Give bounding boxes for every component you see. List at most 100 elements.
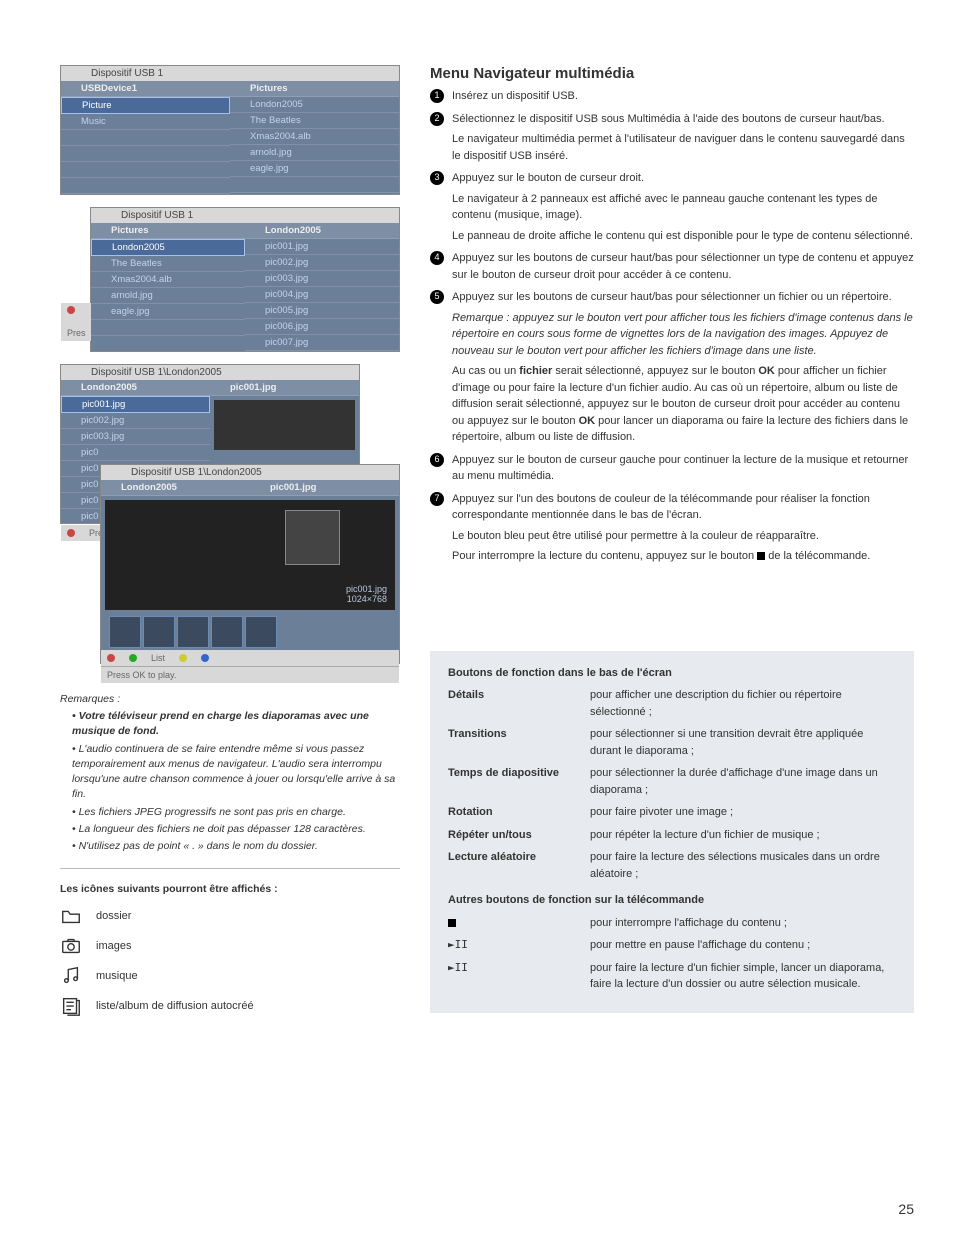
pane-row: pic004.jpg [245, 287, 399, 303]
pane-head: USBDevice1 [61, 81, 230, 97]
step-text: Pour interrompre la lecture du contenu, … [452, 548, 914, 565]
step-row: 1 Insérez un dispositif USB. [430, 88, 914, 109]
pane-head: London2005 [245, 223, 399, 239]
mini-thumbs [101, 614, 399, 650]
pane-row: pic002.jpg [245, 255, 399, 271]
pane-row: pic002.jpg [61, 413, 210, 429]
icon-label: musique [96, 970, 138, 982]
step-number-icon: 1 [430, 89, 444, 103]
pane-row: pic003.jpg [61, 429, 210, 445]
pane-row: The Beatles [230, 113, 399, 129]
pane-head: London2005 [101, 480, 250, 496]
step-text: Remarque : appuyez sur le bouton vert po… [452, 310, 914, 360]
camera-icon [60, 935, 82, 957]
step-text: Le navigateur à 2 panneaux est affiché a… [452, 191, 914, 224]
screenshot-title: Dispositif USB 1\London2005 [101, 465, 399, 480]
folder-icon [60, 905, 82, 927]
func-desc: pour répéter la lecture d'un fichier de … [590, 827, 896, 844]
func-symbol [448, 915, 576, 932]
func-symbol: ►II [448, 960, 576, 993]
step-number-icon: 2 [430, 112, 444, 126]
playlist-icon [60, 995, 82, 1017]
func-desc: pour faire la lecture d'un fichier simpl… [590, 960, 896, 993]
func-label: Répéter un/tous [448, 827, 576, 844]
remarque-item: • L'audio continuera de se faire entendr… [72, 742, 400, 803]
preview-size: 1024×768 [346, 594, 387, 604]
func-row: Transitions pour sélectionner si une tran… [448, 726, 896, 759]
step-text: Appuyez sur les boutons de curseur haut/… [452, 250, 914, 283]
func-label: Temps de diapositive [448, 765, 576, 798]
pane-row: Xmas2004.alb [91, 272, 245, 288]
screenshot-4: Dispositif USB 1\London2005 London2005 p… [100, 464, 400, 664]
func-row: ►II pour mettre en pause l'affichage du c… [448, 937, 896, 954]
step-body: Appuyez sur le bouton de curseur droit. L… [452, 170, 914, 248]
dot-green-icon [129, 654, 137, 662]
step-text: Au cas ou un fichier serait sélectionné,… [452, 363, 914, 446]
func-row: Temps de diapositive pour sélectionner la… [448, 765, 896, 798]
dot-red-icon [67, 529, 75, 537]
screenshot-title: Dispositif USB 1 [91, 208, 399, 223]
pane-row: pic0 [61, 445, 210, 461]
step-text: Le panneau de droite affiche le contenu … [452, 228, 914, 245]
pane-row: The Beatles [91, 256, 245, 272]
pane-row: Xmas2004.alb [230, 129, 399, 145]
func-desc: pour sélectionner si une transition devr… [590, 726, 896, 759]
func-row: Détailspour afficher une description du … [448, 687, 896, 720]
stop-icon [448, 919, 456, 927]
footer-list: List [151, 653, 165, 663]
footer-text: Pres [67, 328, 86, 338]
stop-icon [757, 552, 765, 560]
playpause-icon: ►II [448, 961, 468, 974]
footer-text: Press OK to play. [107, 670, 176, 680]
pane-row: eagle.jpg [230, 161, 399, 177]
step-number-icon: 7 [430, 492, 444, 506]
screenshot-title: Dispositif USB 1\London2005 [61, 365, 359, 380]
func-heading-2: Autres boutons de fonction sur la téléco… [448, 892, 896, 909]
step-text: Sélectionnez le dispositif USB sous Mult… [452, 111, 914, 128]
pane-row: pic006.jpg [245, 319, 399, 335]
step-text: Appuyez sur le bouton de curseur droit. [452, 170, 914, 187]
step-row: 6Appuyez sur le bouton de curseur gauche… [430, 452, 914, 489]
pane-head: pic001.jpg [250, 480, 399, 496]
func-desc: pour sélectionner la durée d'affichage d… [590, 765, 896, 798]
func-label: Détails [448, 687, 576, 720]
remarques-section: Remarques : • Votre téléviseur prend en … [60, 692, 400, 854]
step-body: Insérez un dispositif USB. [452, 88, 578, 109]
pane-row: London2005 [91, 239, 245, 256]
pane-row: pic007.jpg [245, 335, 399, 351]
func-desc: pour mettre en pause l'affichage du cont… [590, 937, 896, 954]
pane-row: Picture [61, 97, 230, 114]
func-label: Lecture aléatoire [448, 849, 576, 882]
pane-row: arnold.jpg [230, 145, 399, 161]
pane-head: Pictures [230, 81, 399, 97]
pane-head: Pictures [91, 223, 245, 239]
pane-row: eagle.jpg [91, 304, 245, 320]
func-symbol: ►II [448, 937, 576, 954]
function-box: Boutons de fonction dans le bas de l'écr… [430, 651, 914, 1013]
icons-title: Les icônes suivants pourront être affich… [60, 883, 400, 895]
step-number-icon: 4 [430, 251, 444, 265]
remarque-item: • N'utilisez pas de point « . » dans le … [72, 839, 400, 854]
music-note-icon [60, 965, 82, 987]
pane-row: pic001.jpg [245, 239, 399, 255]
preview-name: pic001.jpg [346, 584, 387, 594]
func-row: Lecture aléatoirepour faire la lecture d… [448, 849, 896, 882]
screenshot-1: Dispositif USB 1 USBDevice1 Picture Musi… [60, 65, 400, 195]
func-label: Transitions [448, 726, 576, 759]
pane-head: pic001.jpg [210, 380, 359, 396]
func-desc: pour faire pivoter une image ; [590, 804, 896, 821]
func-row: ►II pour faire la lecture d'un fichier si… [448, 960, 896, 993]
step-number-icon: 3 [430, 171, 444, 185]
icon-label: dossier [96, 910, 131, 922]
func-row: pour interrompre l'affichage du contenu … [448, 915, 896, 932]
remarque-item: • La longueur des fichiers ne doit pas d… [72, 822, 400, 837]
pane-row: arnold.jpg [91, 288, 245, 304]
step-row: 5Appuyez sur les boutons de curseur haut… [430, 289, 914, 450]
preview-thumb [285, 510, 340, 565]
func-heading-1: Boutons de fonction dans le bas de l'écr… [448, 665, 896, 682]
step-body: Appuyez sur le bouton de curseur gauche … [452, 452, 914, 489]
pane-row: pic005.jpg [245, 303, 399, 319]
preview-thumb [214, 400, 355, 450]
func-label: Rotation [448, 804, 576, 821]
dot-blue-icon [201, 654, 209, 662]
